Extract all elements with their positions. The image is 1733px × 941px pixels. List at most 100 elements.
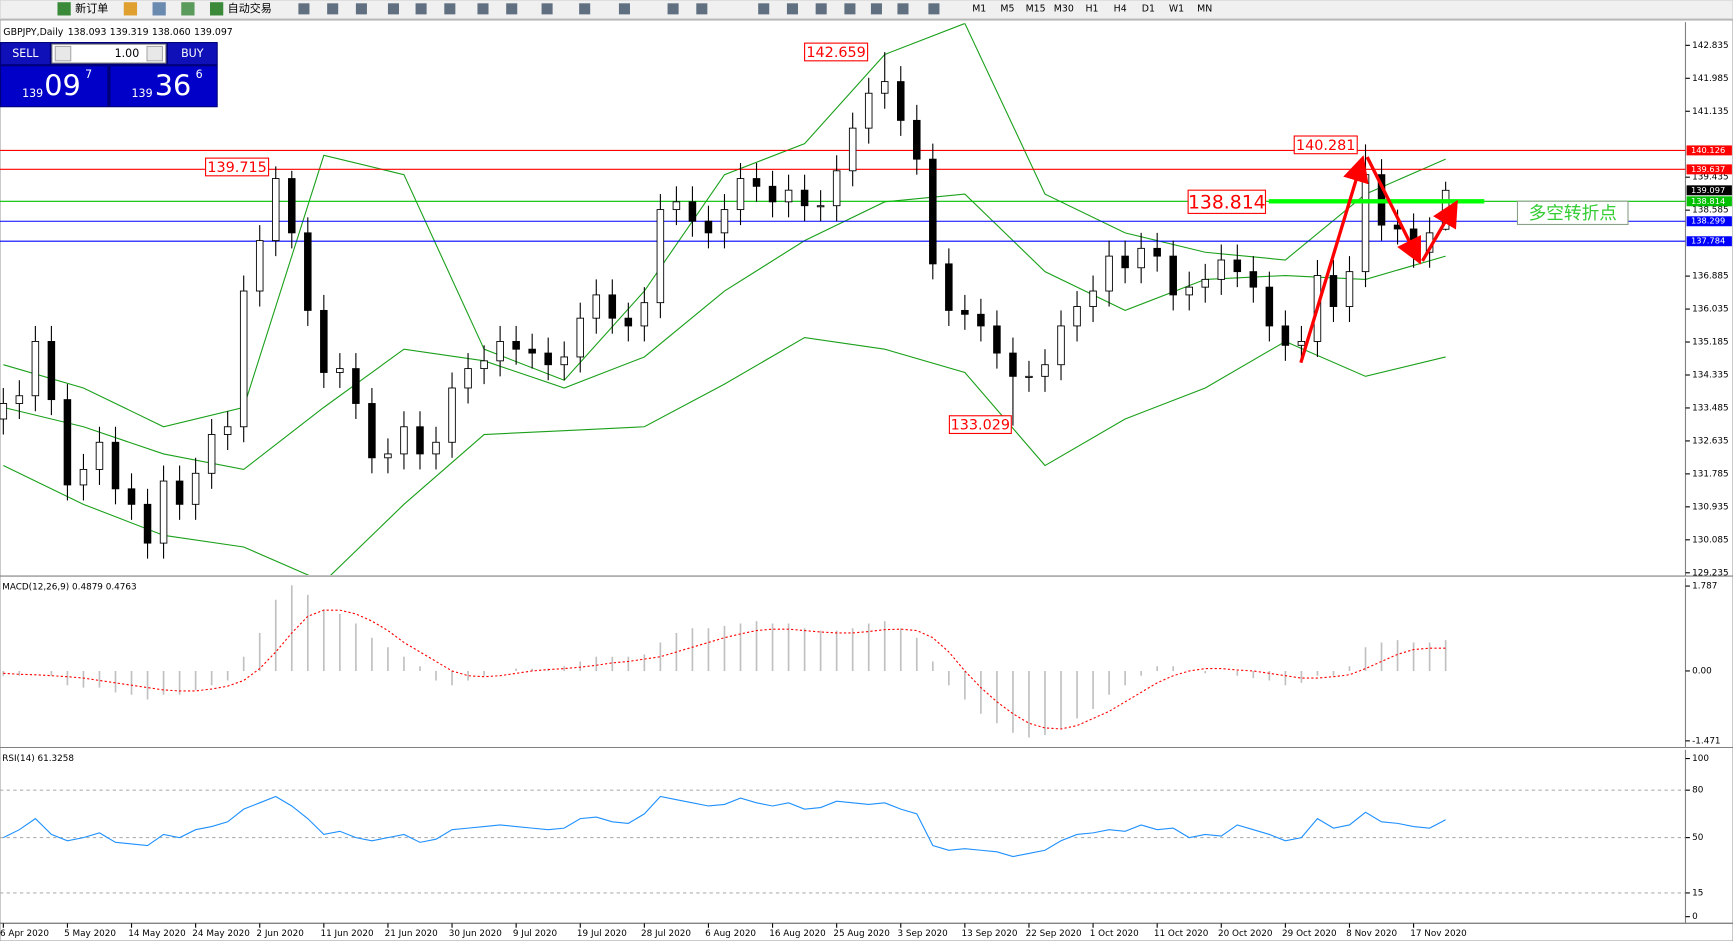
timeframe-button[interactable]: MN: [1197, 3, 1212, 14]
toolbar-icon[interactable]: [355, 3, 367, 15]
lot-value[interactable]: 1.00: [115, 47, 140, 60]
candle-body: [1073, 306, 1081, 327]
candle-body: [1233, 259, 1242, 273]
candle-body: [945, 263, 953, 311]
candle-body: [1169, 255, 1177, 296]
panel-title: RSI(14) 61.3258: [2, 754, 74, 764]
x-tick-label: 3 Sep 2020: [897, 929, 948, 939]
lot-up[interactable]: [146, 45, 164, 62]
candle-body: [223, 426, 232, 435]
toolbar-icon[interactable]: [477, 3, 489, 15]
ask-box[interactable]: [110, 66, 217, 107]
toolbar-icon[interactable]: [758, 3, 770, 15]
annotation: 138.814: [1188, 192, 1266, 213]
toolbar-icon[interactable]: [897, 3, 909, 15]
annotation-box: [1516, 200, 1629, 226]
candle-body: [929, 158, 937, 265]
arrow: [1365, 156, 1421, 265]
toolbar-icon[interactable]: [870, 3, 882, 15]
candle-body: [191, 472, 200, 505]
candle-body: [784, 189, 793, 203]
candle-body: [111, 441, 120, 490]
timeframe-button[interactable]: H1: [1085, 3, 1098, 14]
plot-rsi: [0, 789, 1686, 894]
candle-body: [352, 368, 360, 404]
toolbar-icon[interactable]: [618, 3, 630, 15]
toolbar-icon[interactable]: [181, 2, 195, 16]
y-tick-label: 135.185: [1692, 338, 1729, 348]
timeframe-button[interactable]: M1: [972, 3, 986, 14]
x-tick-label: 11 Oct 2020: [1154, 929, 1209, 939]
x-tick-label: 30 Jun 2020: [449, 929, 502, 939]
candle-body: [255, 240, 264, 292]
x-tick-label: 2 Jun 2020: [256, 929, 304, 939]
panel-title: MACD(12,26,9) 0.4879 0.4763: [2, 583, 136, 593]
timeframe-button[interactable]: D1: [1142, 3, 1155, 14]
toolbar-icon[interactable]: [786, 3, 798, 15]
y-tick-label: 136.885: [1692, 272, 1729, 282]
candle-body: [704, 220, 713, 234]
toolbar-icon[interactable]: [579, 3, 591, 15]
bid-box[interactable]: [1, 66, 108, 107]
timeframe-button[interactable]: H4: [1114, 3, 1127, 14]
timeframe-button[interactable]: M30: [1054, 3, 1074, 14]
lot-down[interactable]: [54, 45, 72, 62]
auto-trading-button[interactable]: 自动交易: [228, 1, 272, 15]
timeframe-button[interactable]: M5: [1000, 3, 1014, 14]
level-tag: [1686, 145, 1732, 156]
sell-label[interactable]: SELL: [12, 47, 39, 60]
toolbar-icon[interactable]: [327, 3, 339, 15]
toolbar-icon[interactable]: [152, 2, 166, 16]
sell-button[interactable]: [1, 43, 50, 65]
x-tick-label: 14 May 2020: [128, 929, 186, 939]
chart-header: GBPJPY,Daily 138.093 139.319 138.060 139.097: [3, 27, 232, 38]
y-tick-label: 142.835: [1692, 41, 1729, 51]
annotation: 142.659: [806, 45, 865, 61]
toolbar-icon[interactable]: [844, 3, 856, 15]
candle-body: [608, 294, 617, 319]
candle-body: [1185, 286, 1193, 296]
new-order-icon[interactable]: [57, 2, 71, 16]
x-tick-label: 17 Nov 2020: [1410, 929, 1467, 939]
level-tag-label: 140.126: [1691, 145, 1725, 155]
lot-input[interactable]: [51, 43, 167, 64]
candle-body: [576, 317, 585, 358]
auto-trading-icon[interactable]: [209, 2, 224, 16]
candle-body: [640, 302, 649, 327]
candle-body: [1217, 259, 1226, 280]
toolbar-icon[interactable]: [444, 3, 456, 15]
toolbar-icon[interactable]: [696, 3, 708, 15]
toolbar-icon[interactable]: [387, 3, 399, 15]
y-tick-label: 1.787: [1692, 582, 1717, 592]
y-tick-label: 138.585: [1692, 206, 1729, 216]
toolbar-icon[interactable]: [541, 3, 553, 15]
candle-body: [239, 290, 248, 428]
candle-body: [159, 480, 168, 544]
candle-body: [752, 178, 761, 187]
candle-body: [271, 178, 280, 242]
toolbar-icon[interactable]: [415, 3, 427, 15]
toolbar-icon[interactable]: [506, 3, 518, 15]
x-tick-label: 29 Oct 2020: [1282, 929, 1337, 939]
y-tick-label: 100: [1692, 754, 1709, 764]
buy-button[interactable]: [167, 43, 217, 65]
x-tick-label: 11 Jun 2020: [321, 929, 374, 939]
toolbar-icon[interactable]: [298, 3, 310, 15]
drawn-arrows: [1299, 155, 1458, 364]
candle-body: [448, 387, 456, 443]
annotation: 133.029: [951, 418, 1010, 434]
toolbar-icon[interactable]: [123, 2, 138, 16]
new-order-button[interactable]: 新订单: [75, 1, 108, 15]
y-tick-label: 134.335: [1692, 370, 1729, 380]
x-tick-label: 5 May 2020: [64, 929, 116, 939]
toolbar-icon[interactable]: [815, 3, 827, 15]
timeframe-button[interactable]: M15: [1026, 3, 1046, 14]
toolbar-icons: [298, 3, 940, 15]
x-tick-label: 21 Jun 2020: [385, 929, 438, 939]
timeframe-button[interactable]: W1: [1169, 3, 1184, 14]
candle-body: [384, 453, 392, 459]
ask-big-figure: 139: [132, 87, 153, 100]
toolbar-icon[interactable]: [928, 3, 940, 15]
toolbar-icon[interactable]: [667, 3, 679, 15]
buy-label[interactable]: BUY: [181, 47, 204, 60]
